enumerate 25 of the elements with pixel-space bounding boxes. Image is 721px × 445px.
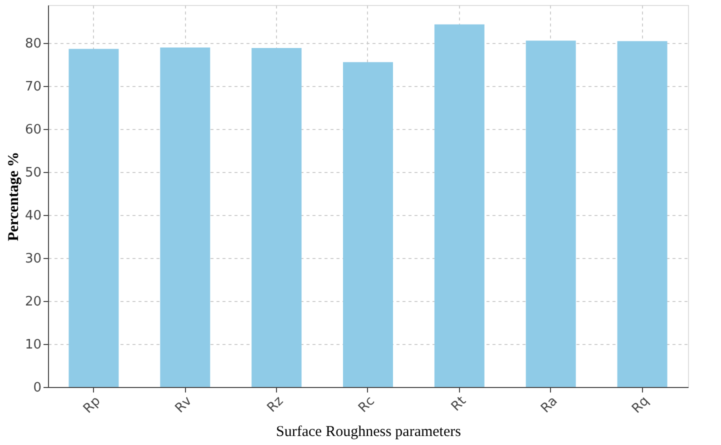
y-tick-label: 20 (24, 294, 42, 310)
bar (434, 24, 484, 387)
y-tick-label: 30 (24, 252, 42, 267)
bar (160, 48, 210, 387)
bar (252, 48, 302, 387)
x-tick-label: Ra (538, 394, 561, 416)
bar (343, 62, 393, 387)
x-tick-label: Rt (448, 394, 470, 414)
x-tick-label: Rq (629, 394, 652, 417)
y-tick-label: 80 (24, 36, 42, 52)
y-tick-label: 50 (24, 166, 42, 181)
x-tick-label: Rz (264, 394, 287, 416)
x-axis-title: Surface Roughness parameters (276, 424, 462, 440)
bar (617, 41, 668, 387)
x-tick-label: Rc (356, 394, 378, 416)
x-tick-label: Rp (80, 394, 104, 417)
bar (526, 40, 576, 387)
y-tick-label: 70 (24, 80, 42, 95)
y-axis-title: Percentage % (6, 152, 22, 242)
y-tick-label: 10 (24, 338, 42, 353)
y-tick-label: 0 (33, 380, 42, 396)
bar (68, 48, 119, 387)
y-tick-label: 60 (24, 122, 42, 138)
y-tick-label: 40 (24, 208, 42, 224)
x-tick-label: Rv (172, 394, 196, 416)
